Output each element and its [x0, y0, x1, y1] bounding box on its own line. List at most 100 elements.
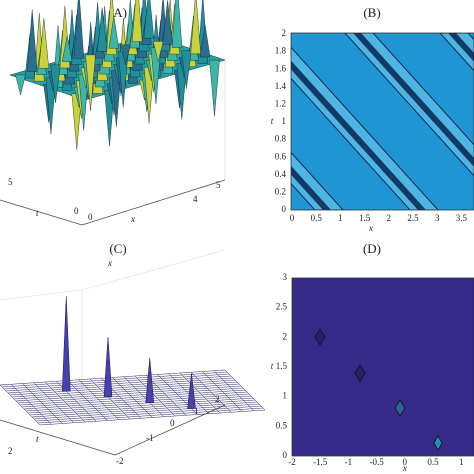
mesh-line — [123, 376, 164, 417]
x-tick-label: -2 — [116, 456, 124, 466]
spike — [171, 0, 183, 48]
spike — [152, 41, 164, 62]
t-axis-label: t — [271, 361, 274, 371]
panel-label: (C) — [109, 241, 126, 256]
spike — [131, 0, 143, 42]
panel-label: (D) — [363, 241, 381, 256]
spike — [50, 64, 61, 103]
t-tick-label: 0.2 — [275, 186, 286, 196]
plot-frame — [290, 32, 474, 211]
peak — [354, 364, 366, 382]
x-axis-label: x — [107, 258, 112, 268]
band-core — [448, 33, 474, 62]
t-tick-label: 1.6 — [275, 63, 287, 73]
mesh-line — [11, 381, 238, 398]
spike — [162, 0, 173, 45]
mesh-line — [224, 369, 266, 411]
band-core — [291, 60, 426, 210]
x-tick-label: 2 — [387, 213, 392, 223]
spike — [181, 50, 192, 89]
frame-line — [0, 249, 226, 301]
mesh-line — [1, 371, 228, 388]
t-tick-label: 1 — [282, 116, 287, 126]
mesh-line — [202, 371, 243, 412]
x-axis-label: x — [402, 463, 407, 473]
mesh-line — [179, 372, 221, 414]
mesh-line — [15, 385, 242, 402]
axis-line — [0, 179, 226, 226]
contour-bands — [291, 33, 474, 210]
spike — [61, 296, 71, 392]
mesh-line — [191, 372, 232, 413]
t-tick-label: 1.5 — [276, 361, 288, 371]
mesh-line — [134, 375, 176, 417]
x-tick-label: 2 — [215, 394, 220, 404]
x-tick-label: -1 — [146, 433, 154, 443]
t-tick-label: 2.5 — [276, 302, 288, 312]
spike — [199, 24, 211, 58]
spike — [120, 44, 131, 65]
spike — [103, 336, 113, 398]
x-tick-label: 1.5 — [359, 213, 371, 223]
x-axis-label: x — [130, 214, 135, 224]
t-axis-label: t — [271, 116, 274, 126]
x-tick-label: -2 — [288, 457, 296, 467]
t-tick-label: 2 — [283, 331, 288, 341]
t-tick-label: 2 — [282, 28, 287, 38]
band-core — [353, 33, 474, 167]
x-tick-label: 0 — [403, 457, 408, 467]
spike — [143, 0, 155, 39]
t-tick-label: 3 — [283, 272, 288, 282]
t-tick-label: 0.8 — [275, 134, 287, 144]
x-tick-label: -1.5 — [313, 457, 328, 467]
t-tick-label: 0 — [74, 206, 79, 216]
band — [344, 33, 474, 177]
band-core — [291, 165, 331, 210]
mesh-line — [17, 387, 244, 404]
t-tick-label: 0.5 — [276, 420, 288, 430]
peaks — [314, 328, 443, 451]
peak — [394, 399, 406, 417]
t-tick-label: 1.2 — [275, 98, 286, 108]
peak — [314, 328, 326, 346]
x-tick-label: -0.5 — [369, 457, 384, 467]
t-tick-label: 1.4 — [275, 81, 287, 91]
t-tick-label: 0.4 — [275, 169, 287, 179]
mesh-line — [13, 383, 240, 400]
mesh-line — [168, 373, 209, 414]
x-tick-label: 0.5 — [427, 457, 439, 467]
axis-line — [0, 404, 226, 456]
surface-plot-c — [0, 249, 266, 456]
x-tick-label: 3.5 — [456, 213, 468, 223]
mesh-line — [146, 375, 187, 416]
surface-plot-a — [0, 0, 226, 226]
x-axis-label: x — [368, 223, 373, 233]
spike — [61, 35, 73, 62]
band — [291, 46, 439, 210]
x-tick-label: 0 — [170, 418, 175, 428]
mesh-line — [0, 369, 226, 386]
spike — [145, 357, 155, 403]
spike — [190, 0, 201, 55]
spike — [73, 0, 85, 59]
mesh-line — [5, 375, 232, 392]
spike — [38, 18, 50, 69]
spike — [96, 7, 108, 52]
spike — [15, 74, 26, 95]
x-tick-label: 1 — [338, 213, 343, 223]
x-tick-label: 0 — [88, 212, 93, 222]
panel-label: (B) — [363, 5, 380, 20]
t-tick-label: 0.6 — [275, 151, 287, 161]
x-tick-label: 1 — [194, 406, 199, 416]
contour-background — [291, 277, 474, 457]
mesh-line — [213, 370, 254, 411]
x-tick-label: 4 — [193, 194, 198, 204]
x-tick-label: 0 — [290, 213, 295, 223]
t-tick-label: 1 — [283, 391, 288, 401]
t-tick-label: 0 — [282, 204, 287, 214]
mesh-line — [9, 379, 236, 396]
x-tick-label: 3 — [435, 213, 440, 223]
x-tick-label: 1 — [459, 457, 464, 467]
peak — [433, 435, 443, 451]
spike — [85, 54, 96, 111]
